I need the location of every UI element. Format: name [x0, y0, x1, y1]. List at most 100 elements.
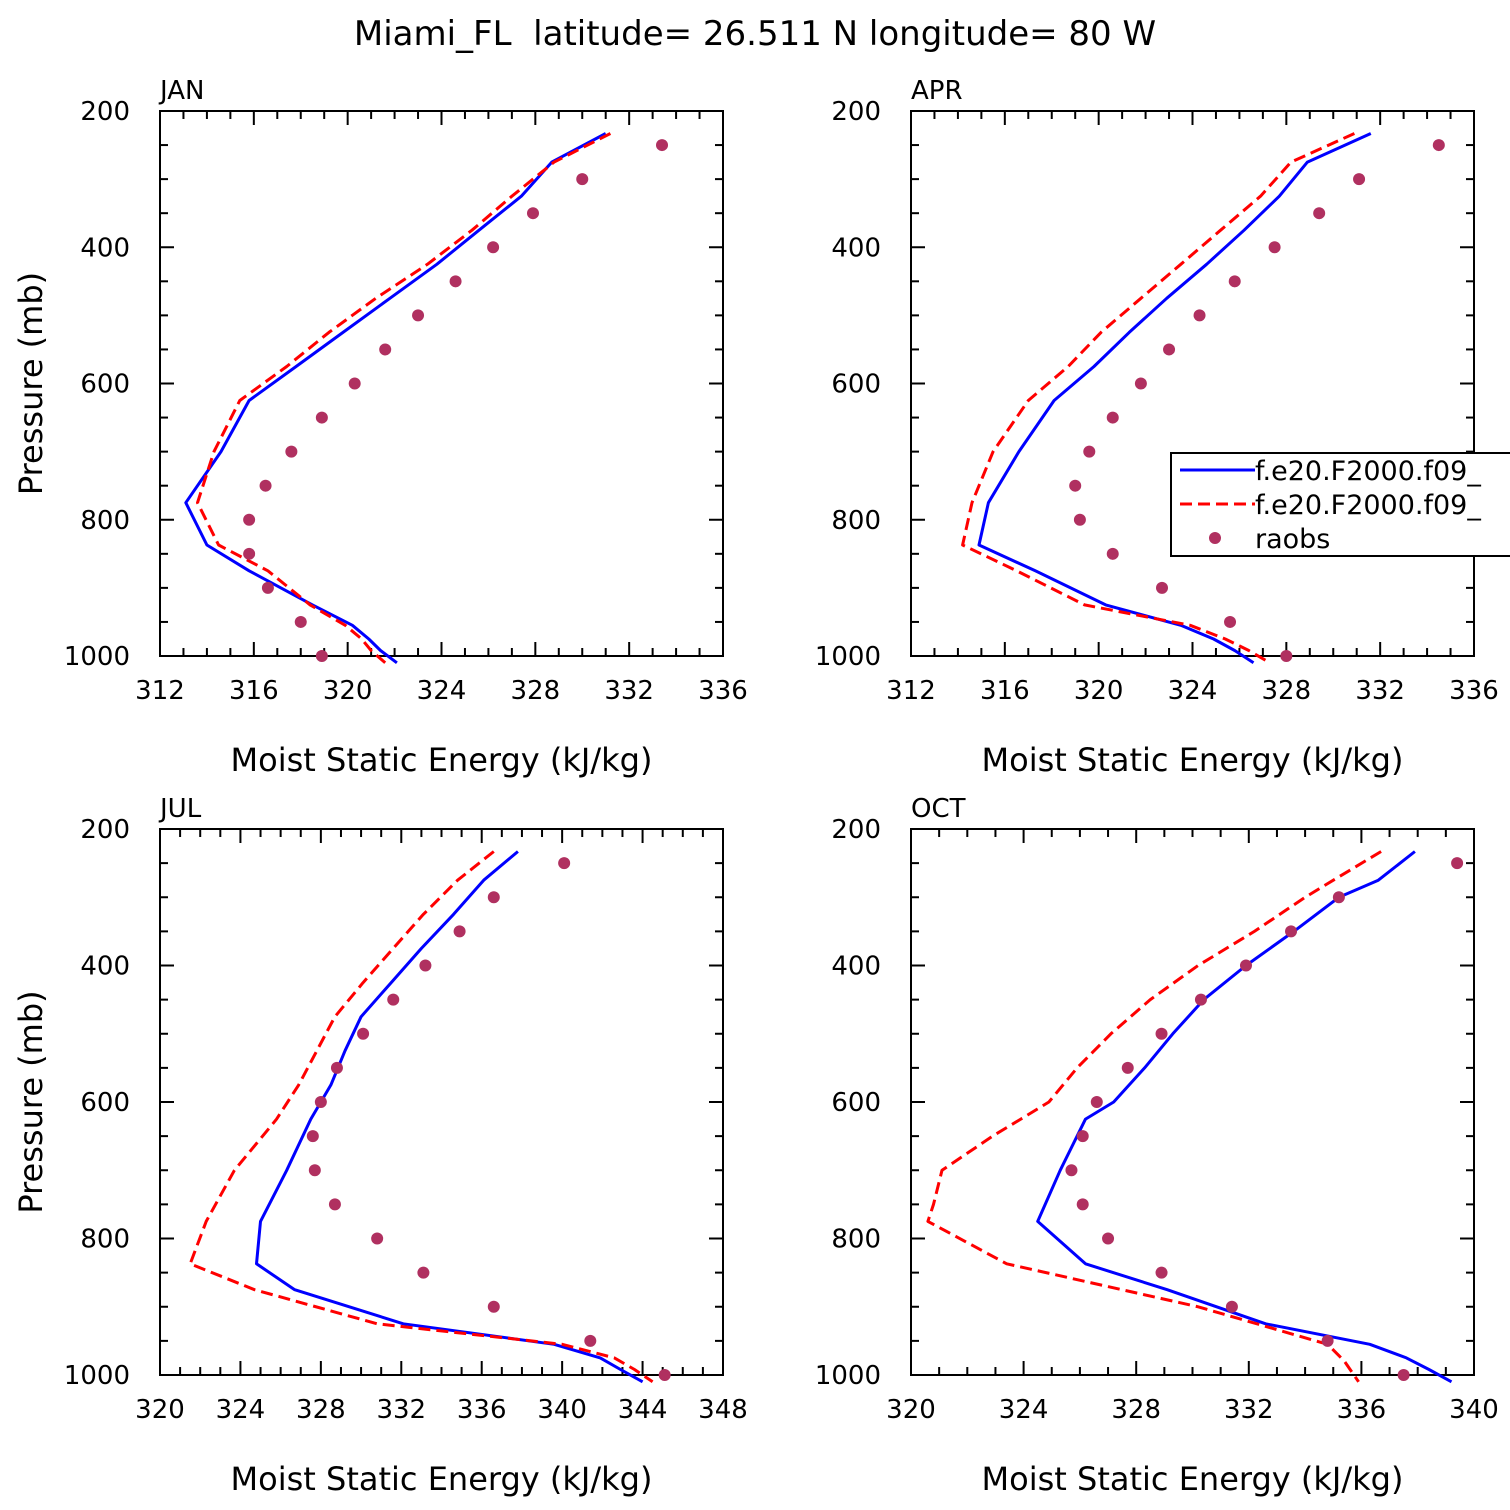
x-tick-label: 340 — [537, 1395, 587, 1425]
raobs-point — [1397, 1369, 1410, 1381]
x-tick-label: 312 — [135, 676, 185, 706]
x-tick-label: 332 — [1224, 1395, 1274, 1425]
raobs-point — [453, 925, 466, 938]
plot-frame — [910, 828, 1475, 1376]
y-tick-label: 400 — [831, 233, 881, 263]
legend-label: raobs — [1255, 524, 1330, 555]
x-tick-label: 320 — [1074, 676, 1124, 706]
raobs-point — [1353, 173, 1366, 186]
x-tick-label: 348 — [698, 1395, 748, 1425]
y-tick-label: 800 — [831, 1225, 881, 1255]
x-tick-label: 316 — [980, 676, 1030, 706]
raobs-point — [1163, 343, 1176, 356]
panel-oct: OCT 320 324 328 332 336 340 200 400 600 800 1000 Moi… — [815, 794, 1499, 1498]
y-tick-label: 800 — [80, 1225, 130, 1255]
raobs-point — [308, 1164, 321, 1177]
y-tick-label: 800 — [80, 506, 130, 536]
figure-title: Miami_FL latitude= 26.511 N longitude= 8… — [354, 14, 1156, 54]
raobs-point — [1155, 1266, 1168, 1279]
y-tick-label: 400 — [80, 233, 130, 263]
series-line-dashed — [196, 132, 612, 664]
raobs-point — [1102, 1232, 1115, 1245]
raobs-point — [1065, 1164, 1078, 1177]
raobs-point — [1073, 513, 1086, 526]
y-axis-label: Pressure (mb) — [12, 272, 50, 495]
legend: f.e20.F2000.f09_f.e20.F2000.f09_raobs — [1170, 452, 1510, 557]
raobs-point — [417, 1266, 430, 1279]
y-tick-label: 1000 — [815, 642, 881, 672]
panel-apr: APR 312 316 320 324 328 332 336 200 400 600 800 1000… — [815, 76, 1499, 779]
raobs-point — [558, 857, 571, 870]
raobs-point — [1321, 1334, 1334, 1347]
y-tick-label: 1000 — [64, 642, 130, 672]
x-tick-label: 328 — [296, 1395, 346, 1425]
x-tick-label: 336 — [1337, 1395, 1387, 1425]
x-tick-label: 328 — [1111, 1395, 1161, 1425]
raobs-point — [1076, 1130, 1089, 1143]
x-axis-label: Moist Static Energy (kJ/kg) — [982, 741, 1404, 779]
y-tick-label: 600 — [80, 1088, 130, 1118]
raobs-point — [1083, 445, 1096, 458]
plot-frame — [159, 828, 724, 1376]
raobs-point — [487, 1300, 500, 1313]
raobs-point — [1225, 1300, 1238, 1313]
raobs-point — [306, 1130, 319, 1143]
raobs-point — [487, 891, 500, 904]
plot-frame — [910, 110, 1475, 657]
series-line-solid — [255, 850, 644, 1384]
y-tick-label: 1000 — [64, 1361, 130, 1391]
y-tick-label: 600 — [831, 1088, 881, 1118]
raobs-point — [419, 959, 432, 972]
raobs-point — [1156, 581, 1169, 594]
raobs-point — [487, 241, 500, 254]
raobs-point — [1224, 615, 1237, 628]
y-tick-label: 600 — [831, 370, 881, 400]
y-tick-label: 200 — [831, 815, 881, 845]
raobs-point — [576, 173, 589, 186]
y-tick-label: 400 — [831, 952, 881, 982]
raobs-point — [285, 445, 298, 458]
raobs-point — [1155, 1027, 1168, 1040]
plot-frame — [159, 110, 724, 657]
raobs-point — [315, 650, 328, 662]
series-line-dashed — [926, 850, 1382, 1383]
raobs-point — [357, 1027, 370, 1040]
x-tick-label: 336 — [698, 676, 748, 706]
x-tick-label: 316 — [229, 676, 279, 706]
y-tick-label: 200 — [80, 97, 130, 127]
panel-label: JUL — [158, 794, 202, 824]
raobs-point — [1332, 891, 1345, 904]
x-tick-label: 328 — [1262, 676, 1312, 706]
series-line-dashed — [961, 132, 1356, 665]
x-tick-label: 332 — [604, 676, 654, 706]
x-tick-label: 324 — [999, 1395, 1049, 1425]
x-tick-label: 324 — [1168, 676, 1218, 706]
x-tick-label: 324 — [216, 1395, 266, 1425]
raobs-point — [656, 139, 669, 152]
raobs-point — [658, 1369, 671, 1381]
raobs-point — [348, 377, 361, 390]
raobs-point — [1194, 993, 1207, 1006]
raobs-point — [315, 411, 328, 424]
raobs-point — [1451, 857, 1464, 870]
raobs-point — [328, 1198, 341, 1211]
x-tick-label: 324 — [417, 676, 467, 706]
raobs-point — [1268, 241, 1281, 254]
legend-marker — [1209, 532, 1221, 544]
raobs-point — [330, 1061, 343, 1074]
legend-label: f.e20.F2000.f09_ — [1255, 456, 1481, 487]
raobs-point — [1193, 309, 1206, 322]
x-axis-label: Moist Static Energy (kJ/kg) — [231, 741, 653, 779]
series-line-solid — [1036, 850, 1453, 1384]
raobs-point — [526, 207, 539, 220]
x-tick-label: 320 — [135, 1395, 185, 1425]
raobs-point — [1280, 650, 1293, 662]
raobs-point — [243, 547, 256, 560]
y-axis-label: Pressure (mb) — [12, 990, 50, 1213]
x-tick-label: 336 — [1449, 676, 1499, 706]
y-tick-label: 400 — [80, 952, 130, 982]
y-tick-label: 200 — [80, 815, 130, 845]
y-tick-label: 600 — [80, 370, 130, 400]
raobs-point — [1076, 1198, 1089, 1211]
